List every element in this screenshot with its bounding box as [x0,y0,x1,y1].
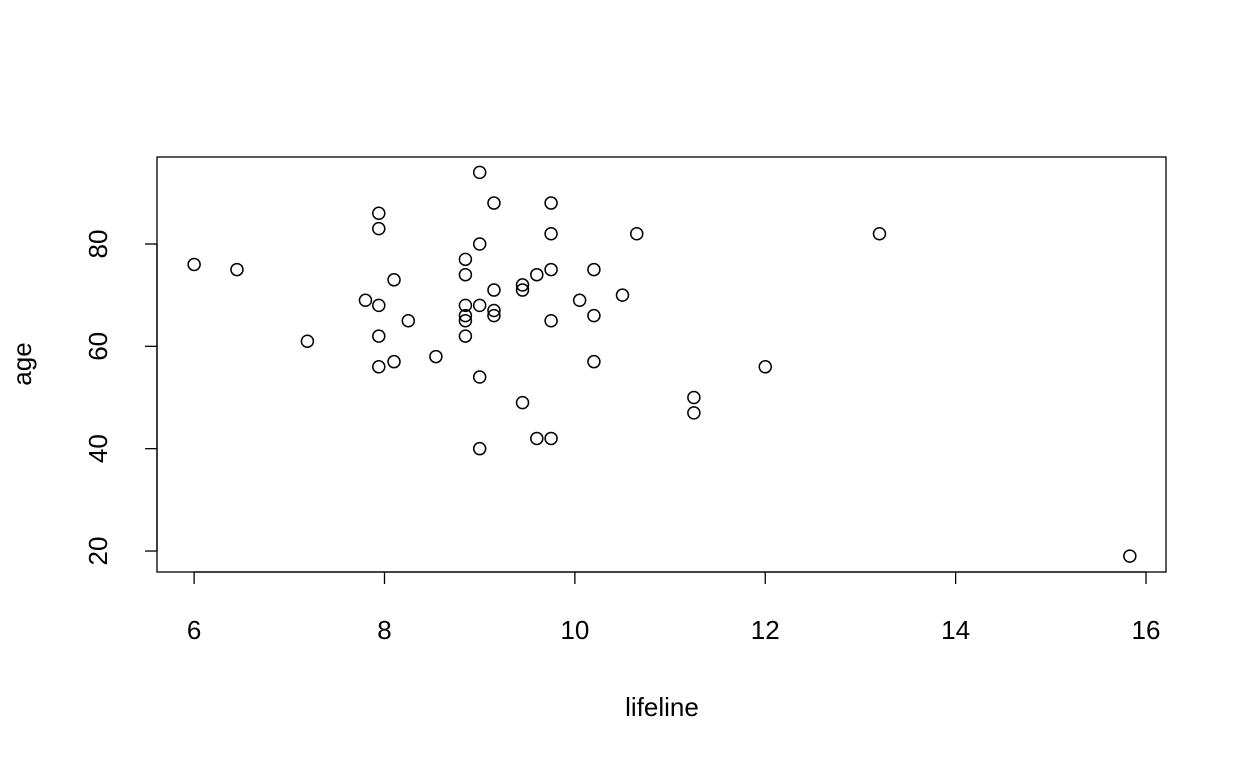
point [458,308,473,323]
point [472,165,487,180]
y-tick-label: 20 [83,537,113,566]
point [458,298,473,313]
x-tick-label: 14 [941,615,970,645]
point [372,360,386,374]
point [387,273,401,287]
point [458,252,473,267]
point [372,329,386,343]
point [472,298,487,313]
point [429,349,443,364]
point [544,431,558,446]
point [544,227,558,241]
point [472,370,487,384]
point [487,303,501,318]
point [515,283,530,297]
point [615,288,630,302]
point [300,334,315,348]
point [572,293,587,308]
x-tick-label: 8 [377,615,391,645]
x-tick-label: 16 [1132,615,1161,645]
point [587,308,601,323]
point [530,267,544,282]
point [687,390,701,405]
y-axis-label: age [7,342,37,385]
y-tick-label: 60 [83,332,113,361]
point [515,395,530,410]
y-tick-label: 40 [83,434,113,463]
x-tick-label: 6 [187,615,201,645]
x-axis-label: lifeline [625,692,699,722]
point [630,227,644,241]
point [458,313,473,328]
point [458,267,473,282]
point [758,360,773,374]
point [387,354,401,369]
point [487,283,501,297]
point [530,431,544,446]
point [587,262,601,277]
point [544,313,558,328]
point [515,278,530,292]
x-tick-label: 12 [751,615,780,645]
point [544,196,558,210]
point [1123,549,1137,563]
point [458,329,473,343]
point [872,227,887,241]
point [372,206,386,221]
point [472,441,487,456]
point [372,298,386,313]
point [372,221,386,236]
point [472,237,487,251]
point [587,354,601,369]
point [358,293,373,308]
point [230,262,244,277]
x-tick-label: 10 [560,615,589,645]
point [401,313,416,328]
point [687,406,701,420]
plot-frame [156,156,1167,573]
point [187,257,201,272]
point [487,308,501,323]
point [544,262,558,277]
y-tick-label: 80 [83,230,113,259]
point [487,196,501,210]
